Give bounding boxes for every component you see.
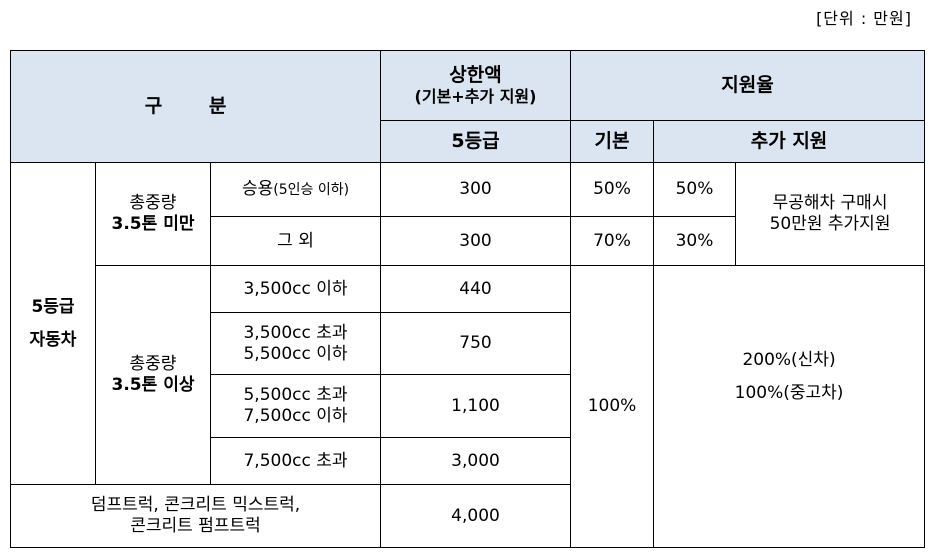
type-text: 덤프트럭, 콘크리트 믹스트럭, (90, 495, 301, 515)
weight-text: 총중량 (129, 354, 177, 374)
type-cell: 7,500cc 초과 (209, 437, 382, 485)
type-note: (5인승 이하) (273, 181, 350, 198)
group-text: 5등급 (31, 296, 75, 317)
type-cell: 3,500cc 이하 (209, 265, 382, 313)
extra-cell: 50% (653, 162, 737, 217)
header-row: 구 분 상한액 (기본+추가 지원) 지원율 (9, 50, 926, 163)
type-text: 5,500cc 초과 (243, 385, 348, 405)
weight-cell: 총중량 3.5톤 미만 (95, 162, 211, 266)
row: 5,500cc 초과 7,500cc 이하 1,100 (11, 374, 925, 438)
row: 덤프트럭, 콘크리트 믹스트럭, 콘크리트 펌프트럭 4,000 (9, 484, 925, 548)
cap-cell: 3,000 (380, 437, 572, 485)
header-cell: 구 분 (9, 50, 382, 163)
type-cell: 3,500cc 초과 5,500cc 이하 (209, 312, 382, 375)
group-cell: 5등급 자동차 (10, 162, 96, 485)
cap-value: 300 (459, 230, 492, 251)
extra-value: 30% (675, 230, 714, 251)
unit-label: [단위 : 만원] (816, 9, 912, 28)
type-text: 5,500cc 이하 (243, 343, 348, 364)
extra-cell: 200%(신차) 100%(중고차) (653, 265, 926, 548)
base-cell: 100% (570, 265, 655, 548)
extra-value: 50% (675, 179, 714, 199)
type-text: 승용 (241, 178, 274, 199)
type-text: 그 외 (277, 230, 314, 251)
cap-value: 440 (459, 278, 492, 299)
header-text: 추가 지원 (750, 130, 828, 152)
base-value: 50% (593, 179, 631, 199)
weight-cell: 총중량 3.5톤 이상 (95, 265, 211, 485)
group-text: 자동차 (29, 329, 77, 350)
header-text: 지원율 (721, 74, 774, 96)
header-cell: 기본 (570, 120, 655, 163)
cap-value: 4,000 (451, 505, 500, 526)
row: 7,500cc 초과 3,000 (11, 437, 925, 485)
header-text: 기본 (594, 130, 630, 152)
weight-text: 총중량 (129, 193, 177, 213)
note-text: 무공해차 구매시 (772, 193, 888, 213)
base-cell: 70% (570, 216, 655, 266)
note-cell: 무공해차 구매시 50만원 추가지원 (735, 162, 926, 266)
type-text: 7,500cc 초과 (243, 450, 348, 471)
header-text: 5등급 (451, 130, 500, 152)
type-cell: 5,500cc 초과 7,500cc 이하 (209, 374, 382, 438)
cap-cell: 4,000 (380, 484, 572, 548)
header-row: 5등급 기본 추가 지원 (11, 120, 926, 163)
header-text: 구 분 (144, 95, 247, 117)
header-note: (기본+추가 지원) (414, 86, 537, 106)
type-text: 7,500cc 이하 (243, 406, 348, 426)
cap-value: 1,100 (451, 395, 500, 416)
base-value: 70% (593, 230, 631, 251)
cap-cell: 440 (380, 265, 572, 313)
cap-cell: 300 (380, 162, 572, 217)
weight-text: 3.5톤 이상 (111, 375, 195, 395)
cap-value: 3,000 (451, 450, 500, 471)
type-text: 3,500cc 이하 (243, 278, 348, 299)
type-cell: 덤프트럭, 콘크리트 믹스트럭, 콘크리트 펌프트럭 (9, 484, 382, 548)
type-text: 3,500cc 초과 (243, 322, 348, 343)
weight-text: 3.5톤 미만 (111, 214, 195, 234)
cap-cell: 1,100 (380, 374, 572, 438)
row: 총중량 3.5톤 이상 3,500cc 이하 440 100% 200%(신차)… (11, 265, 926, 548)
header-cell: 5등급 (380, 120, 572, 163)
type-text: 콘크리트 펌프트럭 (130, 516, 261, 536)
header-text: 상한액 (449, 63, 502, 86)
row: 5등급 자동차 총중량 3.5톤 미만 승용(5인승 이하) 300 50% 5… (10, 162, 926, 485)
cap-cell: 750 (380, 312, 572, 375)
row: 3,500cc 초과 5,500cc 이하 750 (11, 312, 925, 375)
note-text: 50만원 추가지원 (769, 214, 891, 234)
base-cell: 50% (570, 162, 655, 217)
extra-value: 200%(신차) (742, 349, 836, 370)
base-value: 100% (587, 396, 637, 416)
support-table: 구 분 상한액 (기본+추가 지원) 지원율 5등급 기본 추가 지원 5등급 … (9, 50, 926, 548)
cap-value: 300 (459, 179, 492, 199)
cap-cell: 300 (380, 216, 572, 266)
type-cell: 그 외 (209, 216, 382, 266)
type-cell: 승용(5인승 이하) (209, 162, 382, 217)
extra-value: 100%(중고차) (734, 382, 844, 403)
header-cell: 상한액 (기본+추가 지원) (380, 50, 572, 121)
extra-cell: 30% (653, 216, 737, 266)
header-cell: 추가 지원 (653, 120, 926, 163)
cap-value: 750 (459, 333, 492, 353)
header-cell: 지원율 (570, 50, 926, 121)
row: 그 외 300 70% 30% (11, 216, 925, 266)
